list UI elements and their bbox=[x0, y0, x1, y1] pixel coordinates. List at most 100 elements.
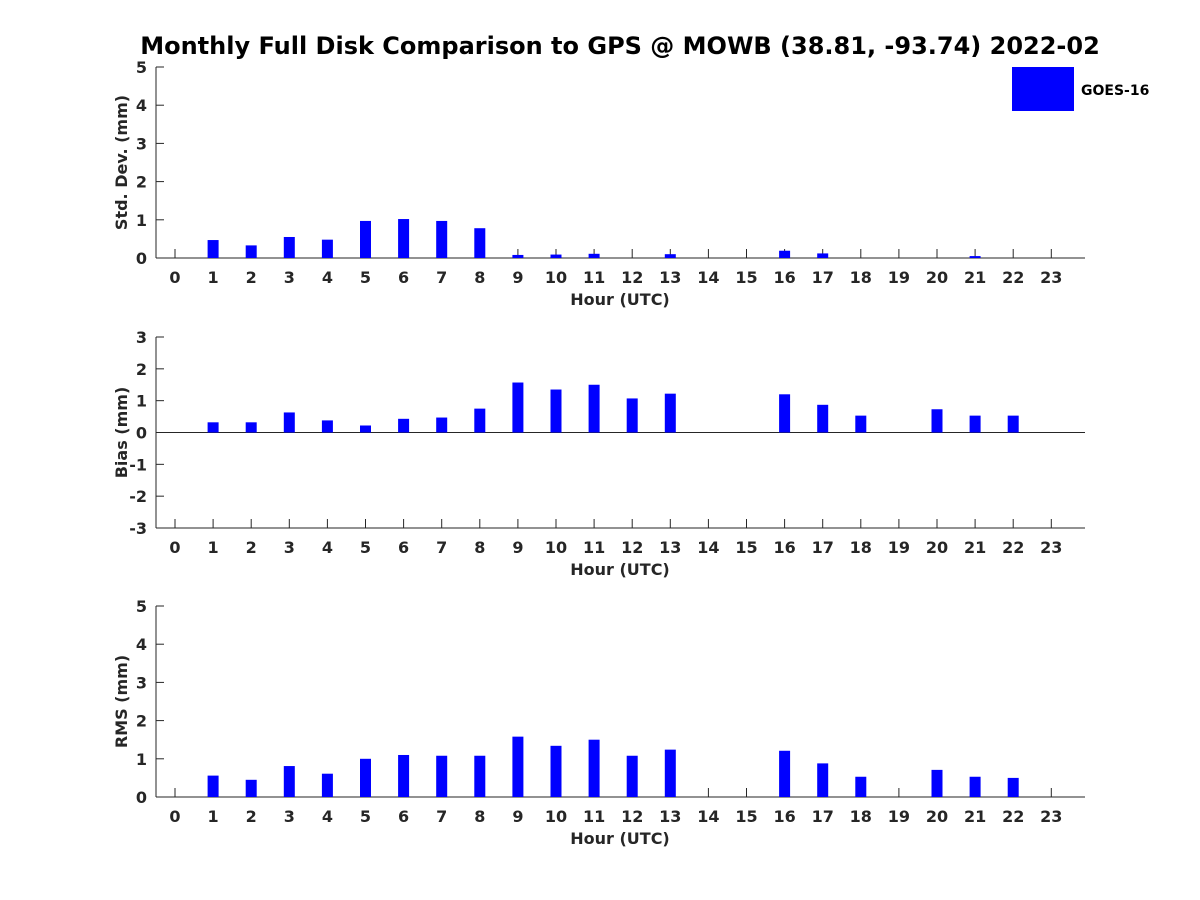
x-tick-label: 4 bbox=[322, 268, 333, 287]
bar-hour-12 bbox=[626, 398, 638, 433]
y-tick-label: 1 bbox=[136, 750, 147, 769]
bar-hour-17 bbox=[817, 404, 829, 433]
y-tick-label: 3 bbox=[136, 328, 147, 347]
bar-hour-10 bbox=[550, 254, 562, 258]
y-tick-label: 0 bbox=[136, 788, 147, 807]
x-tick-label: 17 bbox=[812, 538, 834, 557]
bar-hour-8 bbox=[474, 755, 486, 797]
x-tick-label: 10 bbox=[545, 538, 567, 557]
y-axis-label: Bias (mm) bbox=[112, 387, 131, 479]
x-tick-label: 17 bbox=[812, 268, 834, 287]
x-tick-label: 8 bbox=[474, 268, 485, 287]
x-tick-label: 9 bbox=[512, 268, 523, 287]
bar-hour-21 bbox=[969, 415, 981, 433]
y-tick-label: 3 bbox=[136, 134, 147, 153]
bar-hour-16 bbox=[779, 750, 791, 797]
y-tick-label: 2 bbox=[136, 360, 147, 379]
x-tick-label: 23 bbox=[1040, 807, 1062, 826]
bar-hour-13 bbox=[664, 254, 676, 258]
x-tick-label: 13 bbox=[659, 807, 681, 826]
x-tick-label: 14 bbox=[697, 807, 719, 826]
x-tick-label: 11 bbox=[583, 268, 605, 287]
y-tick-label: 5 bbox=[136, 58, 147, 77]
bar-hour-3 bbox=[283, 236, 295, 258]
bar-hour-22 bbox=[1007, 415, 1019, 433]
y-tick-label: 0 bbox=[136, 424, 147, 443]
bar-hour-9 bbox=[512, 254, 524, 258]
x-tick-label: 22 bbox=[1002, 807, 1024, 826]
x-tick-label: 7 bbox=[436, 268, 447, 287]
x-tick-label: 10 bbox=[545, 807, 567, 826]
x-tick-label: 18 bbox=[850, 268, 872, 287]
bar-hour-2 bbox=[245, 245, 257, 258]
bar-hour-10 bbox=[550, 745, 562, 797]
bar-hour-22 bbox=[1007, 777, 1019, 797]
bar-hour-11 bbox=[588, 384, 600, 433]
x-tick-label: 17 bbox=[812, 807, 834, 826]
x-tick-label: 4 bbox=[322, 538, 333, 557]
bar-hour-8 bbox=[474, 408, 486, 433]
bar-hour-1 bbox=[207, 422, 219, 433]
bar-hour-18 bbox=[855, 415, 867, 433]
bar-hour-5 bbox=[360, 425, 371, 433]
x-tick-label: 9 bbox=[512, 538, 523, 557]
x-tick-label: 13 bbox=[659, 538, 681, 557]
bar-hour-13 bbox=[664, 749, 676, 797]
x-tick-label: 20 bbox=[926, 538, 948, 557]
bar-hour-6 bbox=[398, 418, 410, 433]
bar-hour-6 bbox=[398, 219, 410, 258]
x-tick-label: 0 bbox=[169, 268, 180, 287]
x-tick-label: 2 bbox=[246, 538, 257, 557]
bar-hour-12 bbox=[626, 755, 638, 797]
bar-hour-2 bbox=[245, 779, 257, 797]
bar-hour-3 bbox=[283, 766, 295, 797]
x-tick-label: 19 bbox=[888, 538, 910, 557]
bar-hour-2 bbox=[245, 422, 257, 433]
x-tick-label: 10 bbox=[545, 268, 567, 287]
x-tick-label: 22 bbox=[1002, 268, 1024, 287]
chart-title: Monthly Full Disk Comparison to GPS @ MO… bbox=[140, 32, 1100, 60]
x-tick-label: 23 bbox=[1040, 538, 1062, 557]
x-tick-label: 5 bbox=[360, 538, 371, 557]
bar-hour-7 bbox=[436, 417, 448, 433]
y-tick-label: 4 bbox=[136, 635, 147, 654]
x-tick-label: 0 bbox=[169, 538, 180, 557]
bar-hour-11 bbox=[588, 739, 600, 797]
bar-hour-10 bbox=[550, 389, 562, 433]
x-tick-label: 0 bbox=[169, 807, 180, 826]
x-tick-label: 6 bbox=[398, 807, 409, 826]
x-tick-label: 1 bbox=[208, 807, 219, 826]
x-tick-label: 22 bbox=[1002, 538, 1024, 557]
bar-hour-17 bbox=[817, 253, 829, 258]
bar-hour-20 bbox=[931, 769, 943, 797]
x-tick-label: 21 bbox=[964, 268, 986, 287]
x-tick-label: 20 bbox=[926, 807, 948, 826]
bar-hour-17 bbox=[817, 763, 829, 797]
x-tick-label: 18 bbox=[850, 807, 872, 826]
bar-hour-21 bbox=[969, 776, 981, 797]
x-tick-label: 19 bbox=[888, 268, 910, 287]
x-tick-label: 2 bbox=[246, 807, 257, 826]
x-tick-label: 19 bbox=[888, 807, 910, 826]
x-tick-label: 12 bbox=[621, 538, 643, 557]
bar-hour-4 bbox=[321, 773, 333, 797]
y-tick-label: 5 bbox=[136, 597, 147, 616]
x-tick-label: 20 bbox=[926, 268, 948, 287]
x-tick-label: 8 bbox=[474, 807, 485, 826]
x-tick-label: 16 bbox=[773, 807, 795, 826]
y-tick-label: 2 bbox=[136, 173, 147, 192]
x-tick-label: 7 bbox=[436, 807, 447, 826]
x-tick-label: 11 bbox=[583, 538, 605, 557]
y-tick-label: 4 bbox=[136, 96, 147, 115]
x-tick-label: 5 bbox=[360, 807, 371, 826]
x-tick-label: 21 bbox=[964, 538, 986, 557]
x-tick-label: 1 bbox=[208, 268, 219, 287]
x-tick-label: 15 bbox=[735, 538, 757, 557]
x-tick-label: 15 bbox=[735, 807, 757, 826]
y-tick-label: 0 bbox=[136, 249, 147, 268]
x-tick-label: 23 bbox=[1040, 268, 1062, 287]
bar-hour-6 bbox=[398, 754, 410, 797]
